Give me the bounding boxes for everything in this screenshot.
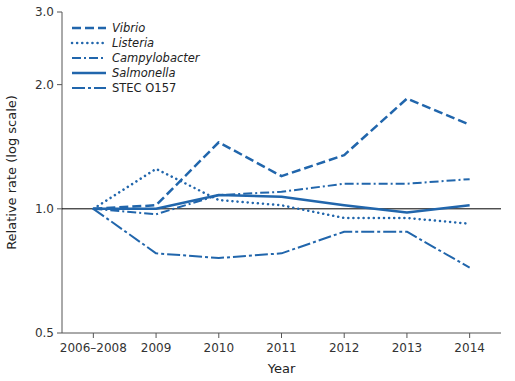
legend-label: Vibrio <box>112 21 145 35</box>
x-tick <box>218 333 219 338</box>
x-tick <box>93 333 94 338</box>
legend-swatch <box>72 72 106 75</box>
y-tick <box>57 333 62 334</box>
y-tick-label: 0.5 <box>35 326 54 340</box>
y-tick-label: 3.0 <box>35 5 54 19</box>
x-axis-label: Year <box>267 361 296 376</box>
y-axis <box>62 12 63 333</box>
plot-area <box>62 99 501 268</box>
x-tick-label: 2009 <box>141 341 172 355</box>
series-line <box>93 169 469 224</box>
y-tick <box>57 84 62 85</box>
x-tick-label: 2010 <box>204 341 235 355</box>
legend-swatch <box>72 42 106 45</box>
x-tick-label: 2012 <box>329 341 360 355</box>
y-axis-label: Relative rate (log scale) <box>4 95 19 250</box>
x-tick <box>406 333 407 338</box>
legend-swatch <box>72 27 106 30</box>
x-tick <box>469 333 470 338</box>
legend-label: Listeria <box>112 36 154 50</box>
x-tick-label: 2011 <box>266 341 297 355</box>
y-tick <box>57 12 62 13</box>
series-line <box>93 209 469 268</box>
legend: VibrioListeriaCampylobacterSalmonellaSTE… <box>72 21 201 95</box>
series-line <box>93 179 469 214</box>
chart: 0.5 1.0 2.0 3.0 2006–2008 2009 2010 2011 2012 201… <box>0 0 515 381</box>
x-tick-label: 2014 <box>454 341 485 355</box>
y-tick-label: 1.0 <box>35 202 54 216</box>
y-tick-label: 2.0 <box>35 78 54 92</box>
x-tick <box>156 333 157 338</box>
legend-swatch <box>72 57 106 59</box>
legend-swatch <box>72 87 106 89</box>
legend-label: Campylobacter <box>112 51 201 65</box>
series-line <box>93 195 469 212</box>
legend-label: Salmonella <box>112 66 176 80</box>
x-tick <box>344 333 345 338</box>
legend-label: STEC O157 <box>112 81 176 95</box>
y-tick <box>57 208 62 209</box>
x-tick-label: 2006–2008 <box>60 341 127 355</box>
x-tick <box>281 333 282 338</box>
x-tick-label: 2013 <box>392 341 423 355</box>
